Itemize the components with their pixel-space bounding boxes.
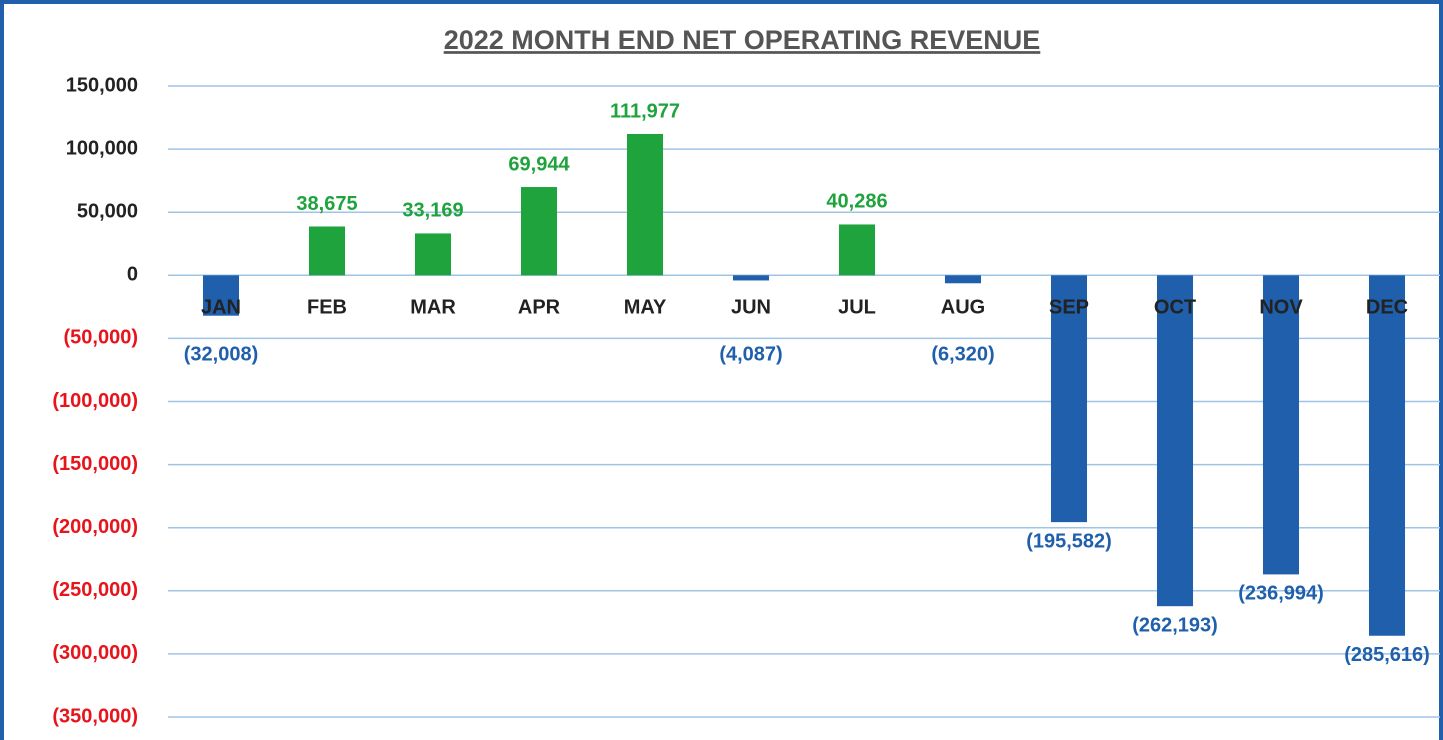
y-tick-label: (350,000): [52, 705, 138, 727]
y-tick-label: 0: [127, 264, 138, 286]
value-label: (195,582): [1026, 530, 1112, 552]
x-tick-label: MAR: [410, 297, 456, 319]
bar: [944, 275, 982, 284]
y-tick-label: 50,000: [77, 200, 138, 222]
bar: [1050, 275, 1088, 523]
x-tick-label: SEP: [1049, 297, 1089, 319]
value-label: 69,944: [508, 153, 570, 175]
value-label: 111,977: [610, 100, 680, 122]
y-tick-label: (200,000): [52, 516, 138, 538]
bar: [1368, 275, 1406, 636]
bar: [626, 133, 664, 276]
bar: [308, 226, 346, 276]
x-tick-label: APR: [518, 297, 561, 319]
value-label: (32,008): [184, 343, 259, 365]
chart-title: 2022 MONTH END NET OPERATING REVENUE: [444, 25, 1041, 55]
value-label: (6,320): [931, 343, 994, 365]
value-label: 38,675: [296, 193, 357, 215]
bar: [202, 275, 240, 316]
bar: [1156, 275, 1194, 607]
y-tick-label: (100,000): [52, 390, 138, 412]
bar: [1262, 275, 1300, 575]
x-tick-label: NOV: [1259, 297, 1303, 319]
value-label: (262,193): [1132, 614, 1218, 636]
x-tick-label: FEB: [307, 297, 347, 319]
y-tick-label: (250,000): [52, 579, 138, 601]
y-tick-label: 150,000: [66, 74, 138, 96]
value-label: (236,994): [1238, 583, 1324, 605]
x-tick-label: JUN: [731, 297, 771, 319]
x-tick-label: OCT: [1154, 297, 1196, 319]
x-tick-label: JAN: [201, 297, 241, 319]
value-label: (4,087): [719, 343, 782, 365]
y-tick-label: (50,000): [64, 327, 139, 349]
value-label: 33,169: [402, 200, 463, 222]
y-tick-label: 100,000: [66, 137, 138, 159]
y-tick-label: (300,000): [52, 642, 138, 664]
value-label: (285,616): [1344, 644, 1430, 666]
bar: [838, 224, 876, 276]
bar: [414, 233, 452, 276]
x-tick-label: MAY: [624, 297, 667, 319]
x-tick-label: AUG: [941, 297, 985, 319]
value-label: 40,286: [826, 191, 887, 213]
x-tick-label: DEC: [1366, 297, 1408, 319]
x-tick-label: JUL: [838, 297, 876, 319]
bar: [732, 275, 770, 281]
y-tick-label: (150,000): [52, 453, 138, 475]
bar: [520, 187, 558, 276]
